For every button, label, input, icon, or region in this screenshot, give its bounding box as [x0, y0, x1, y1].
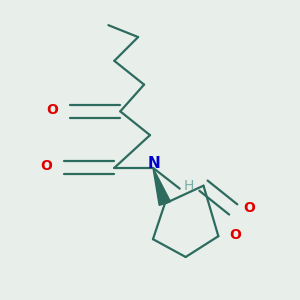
Text: O: O	[244, 201, 256, 215]
Text: O: O	[229, 228, 241, 242]
Text: N: N	[148, 156, 161, 171]
Text: O: O	[40, 159, 52, 173]
Polygon shape	[153, 168, 170, 206]
Text: O: O	[46, 103, 58, 117]
Text: H: H	[184, 179, 194, 193]
